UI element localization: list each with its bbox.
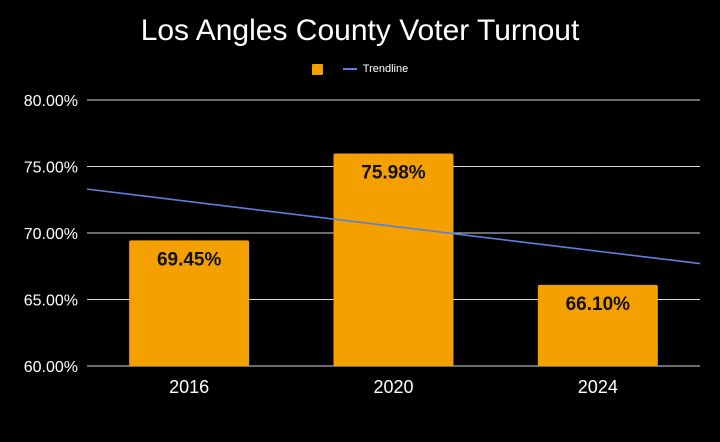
- legend-bar-swatch: [311, 63, 323, 75]
- bar: [333, 153, 454, 366]
- legend: Trendline: [0, 63, 720, 75]
- bar: [129, 240, 250, 366]
- chart-title: Los Angles County Voter Turnout: [140, 14, 580, 47]
- y-tick-label: 70.00%: [24, 226, 78, 243]
- legend-trendline-swatch: [342, 68, 357, 70]
- y-tick-label: 75.00%: [24, 160, 78, 177]
- x-tick-label: 2024: [578, 377, 618, 397]
- trendline: [86, 188, 701, 265]
- legend-trendline-label: Trendline: [362, 63, 409, 75]
- y-tick-label: 60.00%: [24, 359, 78, 376]
- data-label: 66.10%: [566, 294, 631, 315]
- data-label: 69.45%: [157, 249, 222, 270]
- y-tick-label: 65.00%: [24, 293, 78, 310]
- y-tick-label: 80.00%: [24, 93, 78, 110]
- legend-item-trendline: Trendline: [342, 63, 409, 75]
- data-label: 75.98%: [361, 162, 426, 183]
- x-tick-label: 2016: [169, 377, 209, 397]
- legend-item-bars: [311, 63, 329, 75]
- x-tick-label: 2020: [373, 377, 413, 397]
- bar: [537, 284, 658, 366]
